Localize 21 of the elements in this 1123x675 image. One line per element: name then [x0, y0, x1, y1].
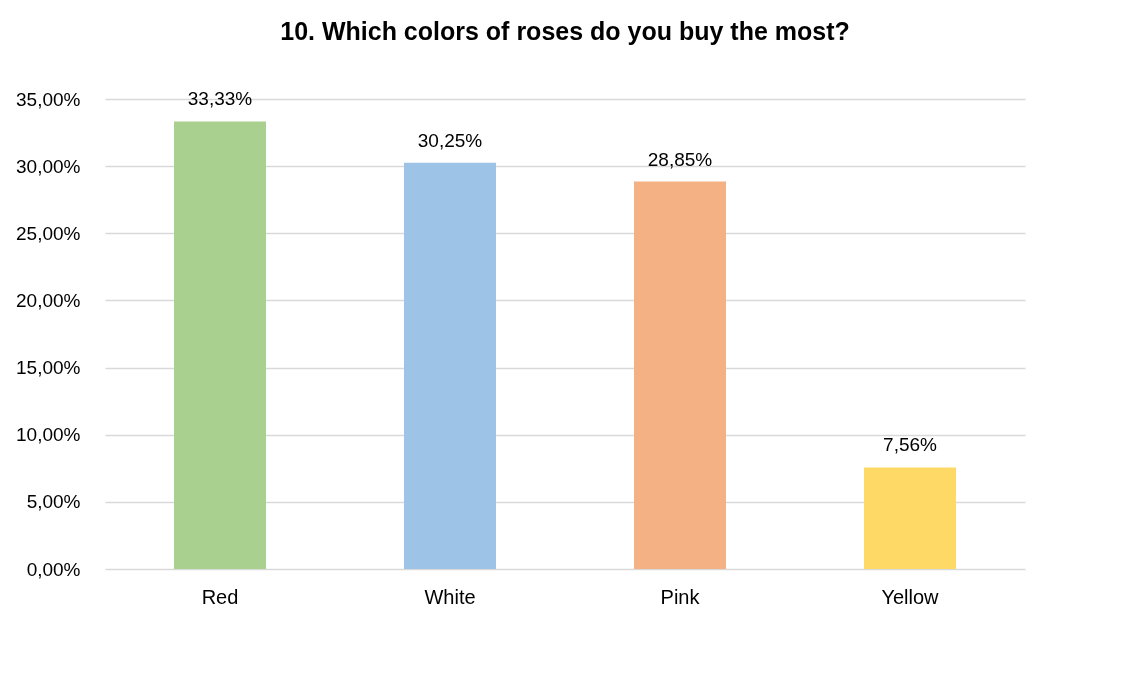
y-tick-label: 15,00%	[16, 357, 81, 379]
chart-title: 10. Which colors of roses do you buy the most?	[280, 17, 850, 45]
data-label: 28,85%	[647, 148, 713, 170]
y-tick-label: 0,00%	[26, 558, 81, 580]
x-tick-label: Yellow	[881, 585, 940, 608]
y-tick-label: 20,00%	[16, 289, 81, 311]
x-tick-label: White	[424, 585, 476, 608]
y-tick-label: 5,00%	[26, 491, 81, 513]
bar	[864, 467, 956, 569]
x-tick-label: Red	[201, 585, 239, 608]
data-label: 30,25%	[417, 129, 483, 151]
y-tick-label: 10,00%	[16, 424, 81, 446]
bar	[404, 162, 496, 569]
bar	[634, 181, 726, 569]
y-tick-label: 35,00%	[16, 88, 81, 110]
y-tick-label: 30,00%	[16, 155, 81, 177]
data-label: 7,56%	[883, 434, 938, 456]
y-tick-label: 25,00%	[16, 222, 81, 244]
x-tick-label: Pink	[660, 585, 701, 608]
data-label: 33,33%	[187, 88, 253, 110]
bar	[174, 121, 266, 569]
